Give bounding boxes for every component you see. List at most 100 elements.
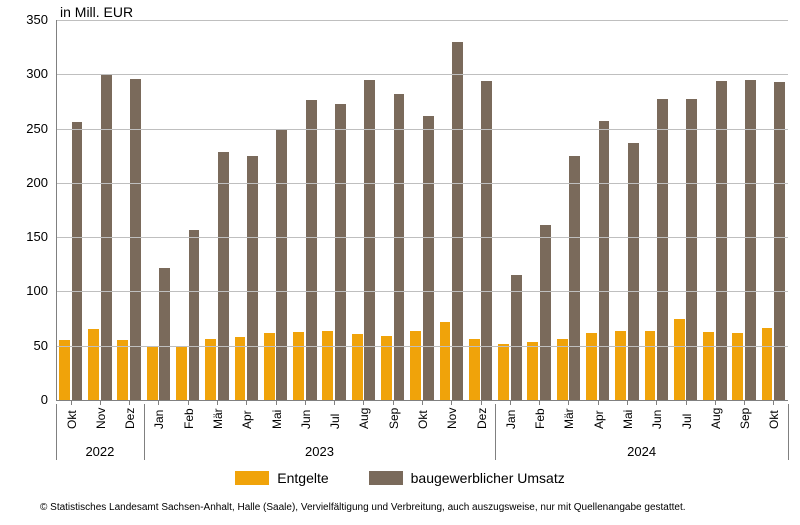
footer-text: © Statistisches Landesamt Sachsen-Anhalt… (40, 502, 686, 513)
grid-line (56, 20, 788, 21)
y-tick-label: 300 (8, 66, 48, 81)
grid-line (56, 183, 788, 184)
bar (276, 129, 287, 400)
bar (335, 104, 346, 400)
bar (117, 340, 128, 400)
grid-line (56, 346, 788, 347)
legend-item: Entgelte (235, 470, 328, 486)
x-tick-label: Mär (211, 408, 225, 429)
x-tick-label: Jun (650, 410, 664, 429)
x-tick (598, 400, 599, 405)
x-tick-label: Aug (709, 408, 723, 429)
bar (511, 275, 522, 400)
bar (557, 339, 568, 400)
bar (686, 99, 697, 400)
bar (732, 333, 743, 400)
bar (205, 339, 216, 400)
bar (674, 319, 685, 400)
x-tick (100, 400, 101, 405)
bar (306, 100, 317, 400)
year-label: 2023 (300, 444, 340, 459)
x-tick-label: Jul (680, 414, 694, 429)
y-tick-label: 0 (8, 392, 48, 407)
x-tick-label: Aug (357, 408, 371, 429)
y-axis-title: in Mill. EUR (60, 4, 133, 20)
bar (657, 99, 668, 400)
x-tick (246, 400, 247, 405)
chart-container: in Mill. EUR Entgelte baugewerblicher Ums… (0, 0, 800, 525)
bar (394, 94, 405, 400)
legend-item: baugewerblicher Umsatz (369, 470, 565, 486)
plot-area (56, 20, 788, 400)
bar (130, 79, 141, 400)
x-tick-label: Mär (562, 408, 576, 429)
bar (586, 333, 597, 400)
x-tick-label: Feb (182, 408, 196, 429)
legend-label: baugewerblicher Umsatz (411, 470, 565, 486)
bar (352, 334, 363, 400)
year-separator (144, 404, 145, 460)
bar (615, 331, 626, 400)
bar (147, 346, 158, 400)
x-tick-label: Sep (738, 408, 752, 429)
x-tick-label: Mai (270, 410, 284, 429)
bar (540, 225, 551, 400)
bar (72, 122, 83, 400)
x-tick (656, 400, 657, 405)
y-tick-label: 200 (8, 175, 48, 190)
x-tick (715, 400, 716, 405)
grid-line (56, 291, 788, 292)
x-tick-label: Jan (152, 410, 166, 429)
x-tick-label: Okt (767, 410, 781, 429)
x-tick-label: Feb (533, 408, 547, 429)
bar (410, 331, 421, 400)
legend: Entgelte baugewerblicher Umsatz (0, 470, 800, 486)
bar (645, 331, 656, 400)
bar (247, 156, 258, 400)
x-tick (276, 400, 277, 405)
year-separator (788, 404, 789, 460)
bar (762, 328, 773, 400)
x-tick (71, 400, 72, 405)
x-tick (451, 400, 452, 405)
bar (703, 332, 714, 400)
bar (322, 331, 333, 400)
bar (440, 322, 451, 400)
bar (469, 339, 480, 400)
x-tick (158, 400, 159, 405)
x-tick-label: Jun (299, 410, 313, 429)
y-tick-label: 50 (8, 338, 48, 353)
x-tick-label: Sep (387, 408, 401, 429)
bar (569, 156, 580, 400)
legend-swatch (369, 471, 403, 485)
grid-line (56, 74, 788, 75)
x-tick-label: Nov (445, 408, 459, 429)
x-tick (393, 400, 394, 405)
legend-label: Entgelte (277, 470, 328, 486)
bar (599, 121, 610, 400)
bar (527, 342, 538, 400)
y-tick-label: 250 (8, 121, 48, 136)
x-tick (422, 400, 423, 405)
bar (176, 347, 187, 400)
x-tick-label: Dez (475, 408, 489, 429)
x-tick (334, 400, 335, 405)
year-label: 2024 (622, 444, 662, 459)
x-tick (568, 400, 569, 405)
y-axis-line (56, 20, 57, 400)
x-tick (305, 400, 306, 405)
bar (498, 344, 509, 400)
x-tick-label: Jul (328, 414, 342, 429)
y-tick-label: 150 (8, 229, 48, 244)
grid-line (56, 129, 788, 130)
bar (628, 143, 639, 400)
bar (189, 230, 200, 400)
x-tick (217, 400, 218, 405)
x-tick-label: Okt (416, 410, 430, 429)
x-tick (744, 400, 745, 405)
bar (293, 332, 304, 400)
x-tick-label: Jan (504, 410, 518, 429)
x-tick (686, 400, 687, 405)
year-separator (495, 404, 496, 460)
x-tick-label: Nov (94, 408, 108, 429)
